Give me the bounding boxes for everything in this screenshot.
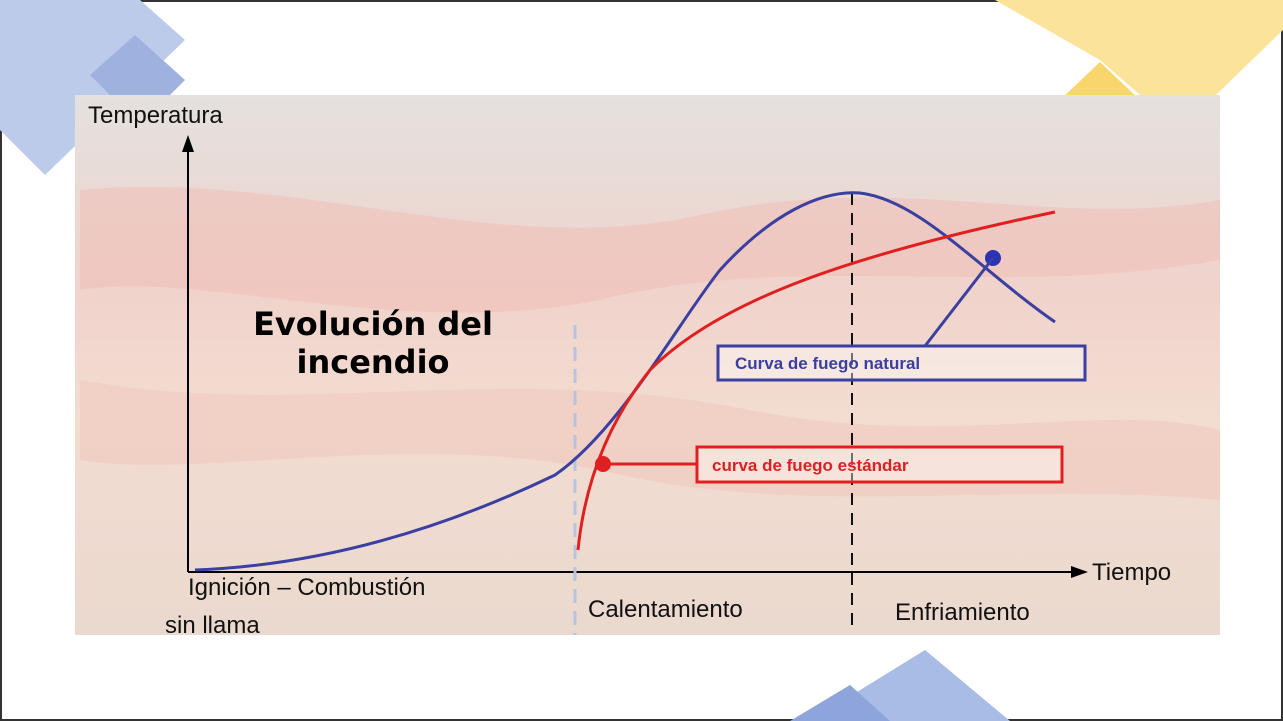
natural-legend: Curva de fuego natural — [735, 354, 920, 373]
slide-title: incendio — [296, 343, 449, 381]
slide-title: Evolución del — [253, 305, 493, 343]
flame-streak — [80, 187, 1220, 313]
phase-label: Enfriamiento — [895, 599, 1030, 626]
decor-yellow-dark — [1060, 62, 1140, 100]
y-axis-label: Temperatura — [88, 102, 223, 129]
standard-legend-box — [695, 445, 1064, 484]
x-axis-label: Tiempo — [1092, 559, 1171, 586]
natural-legend-box — [716, 344, 1087, 382]
phase-label: Calentamiento — [588, 596, 743, 623]
natural-leader — [923, 257, 995, 347]
standard-legend: curva de fuego estándar — [712, 456, 909, 475]
phase-label: sin llama — [165, 612, 260, 639]
x-arrow — [1071, 566, 1088, 578]
flame-streak — [80, 380, 1220, 500]
phase-label: Ignición – Combustión — [188, 574, 425, 601]
y-arrow — [182, 135, 194, 152]
decor-blue-bottom-dark — [790, 685, 890, 721]
standard-fire-curve — [576, 210, 1056, 551]
diagram-background — [75, 95, 1220, 635]
natural-fire-curve — [194, 191, 1056, 572]
